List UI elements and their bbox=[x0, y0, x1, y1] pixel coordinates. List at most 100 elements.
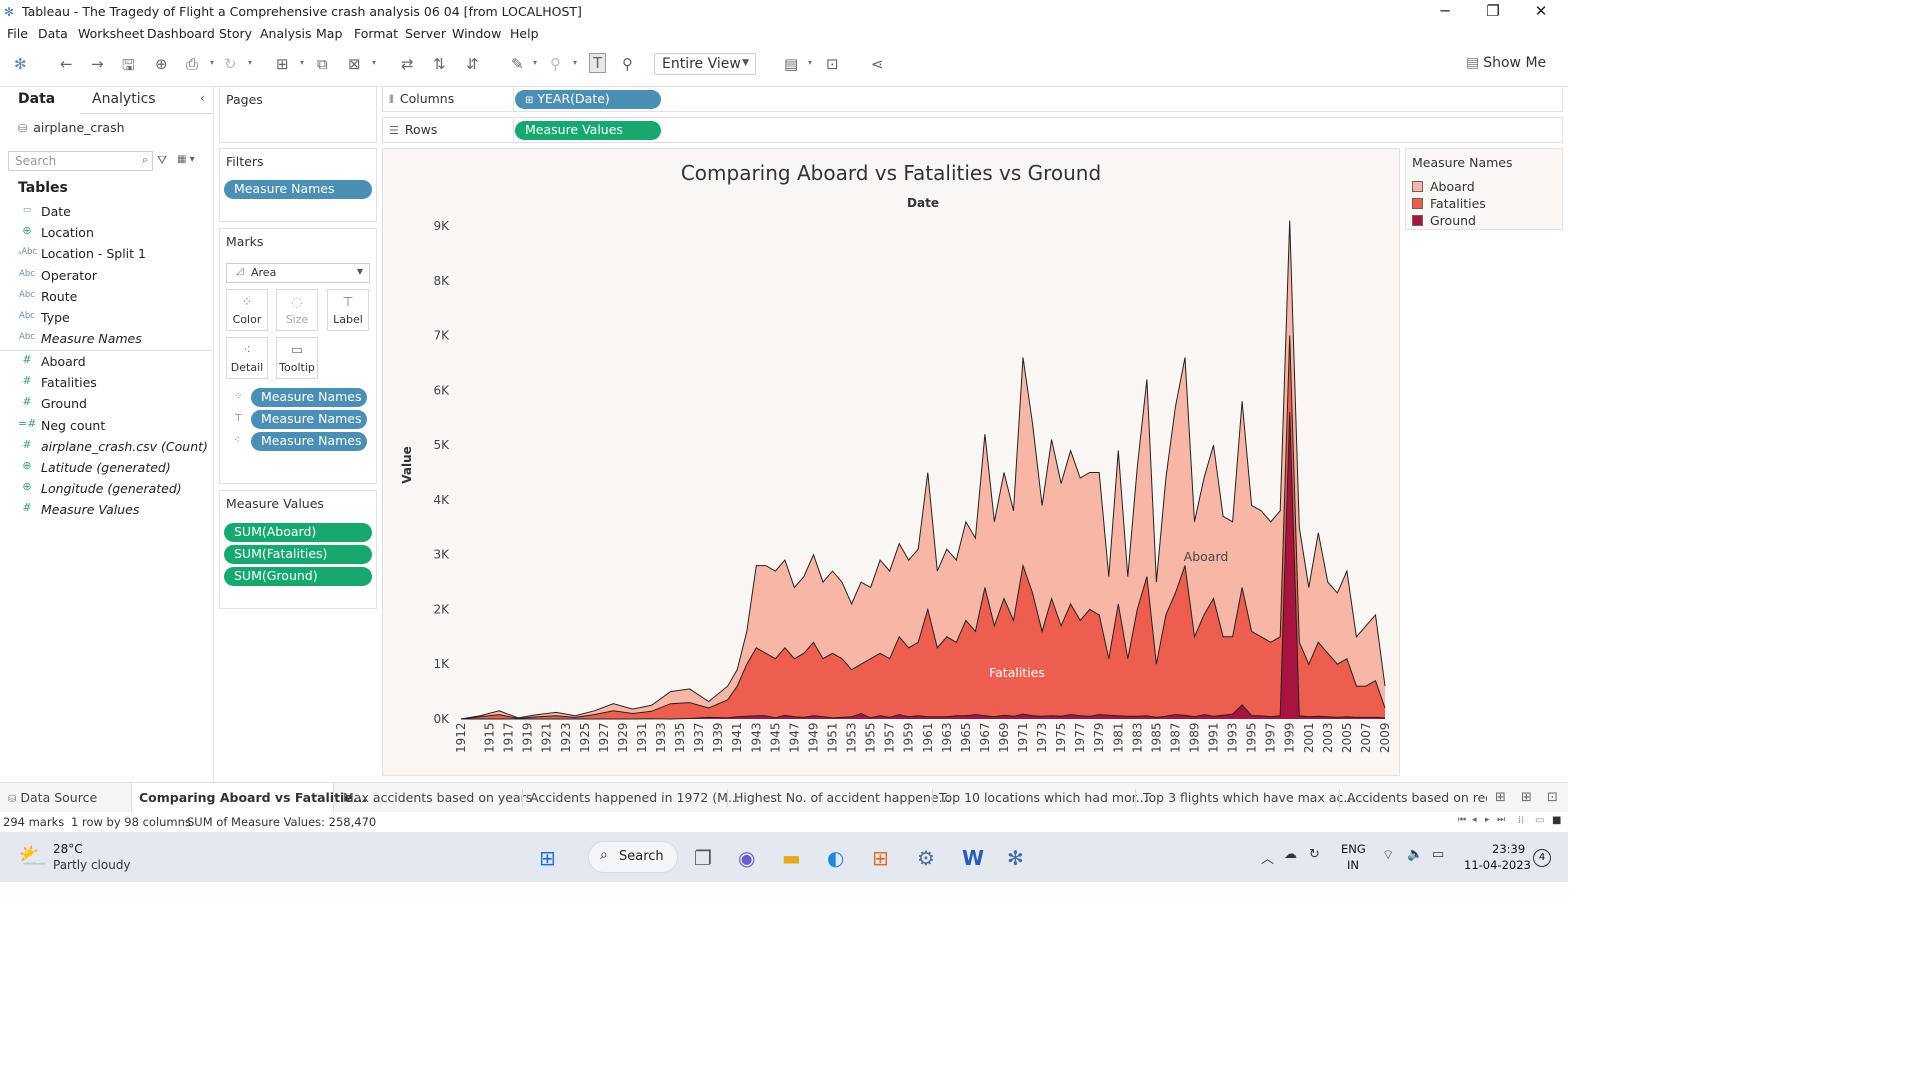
area-aboard[interactable] bbox=[461, 220, 1385, 720]
pages-shelf[interactable]: Pages bbox=[219, 86, 377, 143]
field-neg-count[interactable]: =# Neg count bbox=[0, 416, 213, 437]
field-type[interactable]: Abc Type bbox=[0, 308, 213, 329]
swap-rows-columns-icon[interactable]: ⇄ bbox=[401, 55, 414, 73]
show-tabs-icon[interactable]: ■ bbox=[1552, 815, 1562, 826]
sort-ascending-icon[interactable]: ⇅ bbox=[433, 55, 446, 73]
menu-map[interactable]: Map bbox=[316, 26, 343, 41]
menu-analysis[interactable]: Analysis bbox=[260, 26, 312, 41]
menu-worksheet[interactable]: Worksheet bbox=[78, 26, 145, 41]
tab-comparing[interactable]: Comparing Aboard vs Fatalitie... bbox=[139, 790, 368, 805]
menu-help[interactable]: Help bbox=[510, 26, 539, 41]
show-sheet-sorter-icon[interactable]: ⁞⁞ bbox=[1518, 815, 1525, 826]
mark-type-dropdown[interactable]: ◿ Area ▼ bbox=[226, 263, 370, 283]
collapse-pane-icon[interactable]: ‹ bbox=[200, 91, 205, 105]
marks-detail-pill[interactable]: Measure Names bbox=[251, 432, 367, 451]
worksheet-view[interactable]: Comparing Aboard vs Fatalities vs Ground… bbox=[382, 148, 1400, 776]
tab-top3-flights[interactable]: Top 3 flights which have max ac... bbox=[1143, 790, 1356, 805]
datasource-item[interactable]: ⛁ airplane_crash bbox=[18, 120, 125, 135]
tab-max-accidents[interactable]: Max accidents based on years bbox=[343, 790, 533, 805]
tab-data[interactable]: Data bbox=[18, 91, 56, 107]
menu-dashboard[interactable]: Dashboard bbox=[147, 26, 215, 41]
legend-item-ground[interactable]: Ground bbox=[1412, 212, 1562, 229]
menu-story[interactable]: Story bbox=[219, 26, 253, 41]
tab-highest-no[interactable]: Highest No. of accident happene... bbox=[734, 790, 951, 805]
rows-pill-measure-values[interactable]: Measure Values bbox=[515, 121, 661, 140]
new-data-source-icon[interactable]: ⊕ bbox=[155, 55, 168, 73]
language-top[interactable]: ENG bbox=[1341, 842, 1366, 856]
show-filmstrip-icon[interactable]: ▭ bbox=[1535, 815, 1545, 826]
dropdown-caret-icon[interactable]: ▾ bbox=[533, 58, 538, 67]
onedrive-icon[interactable]: ☁ bbox=[1284, 847, 1297, 862]
field-measure-names[interactable]: Abc Measure Names bbox=[0, 329, 213, 350]
marks-label-pill[interactable]: Measure Names bbox=[251, 410, 367, 429]
duplicate-sheet-icon[interactable]: ⧉ bbox=[317, 55, 328, 73]
clear-sheet-icon[interactable]: ⊠ bbox=[348, 55, 361, 73]
view-options-icon[interactable]: ▦ ▾ bbox=[177, 154, 195, 165]
field-measure-values[interactable]: # Measure Values bbox=[0, 500, 213, 521]
clock-date[interactable]: 11-04-2023 bbox=[1464, 858, 1531, 872]
language-bottom[interactable]: IN bbox=[1347, 858, 1359, 872]
show-me-button[interactable]: ▤ Show Me bbox=[1466, 55, 1546, 71]
field-date[interactable]: ▭ Date bbox=[0, 202, 213, 223]
size-button[interactable]: ◌ Size bbox=[276, 289, 318, 331]
minimize-icon[interactable]: ─ bbox=[1440, 2, 1450, 20]
label-button[interactable]: ⊤ Label bbox=[327, 289, 369, 331]
field-latitude-generated-[interactable]: ⊕ Latitude (generated) bbox=[0, 458, 213, 479]
settings-gear-icon[interactable]: ⚙ bbox=[917, 846, 935, 870]
menu-data[interactable]: Data bbox=[38, 26, 68, 41]
area-chart[interactable]: Comparing Aboard vs Fatalities vs Ground… bbox=[383, 149, 1399, 775]
field-ground[interactable]: # Ground bbox=[0, 394, 213, 415]
tab-top10-locations[interactable]: Top 10 locations which had mor... bbox=[939, 790, 1148, 805]
edge-browser-icon[interactable]: ◐ bbox=[827, 846, 845, 870]
show-mark-labels-icon[interactable]: T bbox=[589, 53, 607, 73]
menu-file[interactable]: File bbox=[7, 26, 28, 41]
sync-icon[interactable]: ↻ bbox=[1309, 847, 1320, 862]
refresh-icon[interactable]: ↻ bbox=[224, 55, 237, 73]
microsoft-store-icon[interactable]: ⊞ bbox=[872, 846, 889, 870]
redo-icon[interactable]: → bbox=[91, 55, 104, 73]
tab-data-source[interactable]: ⛁ Data Source bbox=[8, 790, 98, 805]
sort-descending-icon[interactable]: ⇵ bbox=[466, 55, 479, 73]
volume-icon[interactable]: 🔈 bbox=[1407, 847, 1424, 862]
field-airplane-crash-csv-count-[interactable]: # airplane_crash.csv (Count) bbox=[0, 437, 213, 458]
windows-start-icon[interactable]: ⊞ bbox=[539, 846, 556, 870]
dropdown-caret-icon[interactable]: ▾ bbox=[808, 58, 813, 67]
tooltip-button[interactable]: ▭ Tooltip bbox=[276, 337, 318, 379]
battery-icon[interactable]: ▭ bbox=[1432, 847, 1445, 862]
new-story-tab-icon[interactable]: ⊡ bbox=[1547, 790, 1558, 805]
task-view-icon[interactable]: ❐ bbox=[694, 846, 712, 870]
filter-fields-icon[interactable]: ⛛ bbox=[157, 153, 168, 167]
menu-format[interactable]: Format bbox=[354, 26, 399, 41]
restore-icon[interactable]: ❐ bbox=[1486, 2, 1500, 20]
clock-time[interactable]: 23:39 bbox=[1492, 842, 1526, 856]
prev-sheet-icon[interactable]: ◂ bbox=[1472, 815, 1477, 825]
marks-color-pill[interactable]: Measure Names bbox=[251, 388, 367, 407]
fix-axes-icon[interactable]: ⚲ bbox=[622, 55, 633, 73]
first-sheet-icon[interactable]: ⏮ bbox=[1458, 815, 1467, 825]
dropdown-caret-icon[interactable]: ▾ bbox=[210, 58, 215, 67]
word-app-icon[interactable]: W bbox=[962, 846, 985, 870]
dropdown-caret-icon[interactable]: ▾ bbox=[372, 58, 377, 67]
taskbar-search[interactable]: ⌕ Search bbox=[588, 841, 678, 873]
filter-pill-measure-names[interactable]: Measure Names bbox=[224, 180, 372, 199]
presentation-mode-icon[interactable]: ⊡ bbox=[826, 55, 839, 73]
rows-shelf[interactable]: ☰ Rows Measure Values bbox=[382, 117, 1563, 143]
measure-pill-ground[interactable]: SUM(Ground) bbox=[224, 567, 372, 586]
search-input[interactable]: Search ⌕ bbox=[8, 151, 153, 171]
notification-badge[interactable]: 4 bbox=[1533, 849, 1551, 867]
filters-shelf[interactable]: Filters Measure Names bbox=[219, 148, 377, 222]
color-legend[interactable]: Measure Names Aboard Fatalities Ground bbox=[1405, 148, 1563, 230]
field-location[interactable]: ⊕ Location bbox=[0, 223, 213, 244]
pause-updates-icon[interactable]: ⎙ bbox=[186, 55, 199, 73]
field-longitude-generated-[interactable]: ⊕ Longitude (generated) bbox=[0, 479, 213, 500]
area-ground[interactable] bbox=[461, 412, 1385, 719]
new-worksheet-tab-icon[interactable]: ⊞ bbox=[1495, 790, 1506, 805]
show-hidden-icons-icon[interactable]: ︿ bbox=[1261, 852, 1275, 867]
share-icon[interactable]: ⋖ bbox=[871, 55, 884, 73]
columns-shelf[interactable]: ⦀ Columns ⊞ YEAR(Date) bbox=[382, 86, 1563, 112]
show-cards-icon[interactable]: ▤ bbox=[784, 55, 799, 73]
measure-pill-fatalities[interactable]: SUM(Fatalities) bbox=[224, 545, 372, 564]
new-dashboard-tab-icon[interactable]: ⊞ bbox=[1521, 790, 1532, 805]
tab-1972[interactable]: Accidents happened in 1972 (M... bbox=[530, 790, 740, 805]
file-explorer-icon[interactable]: ▬ bbox=[782, 846, 801, 870]
